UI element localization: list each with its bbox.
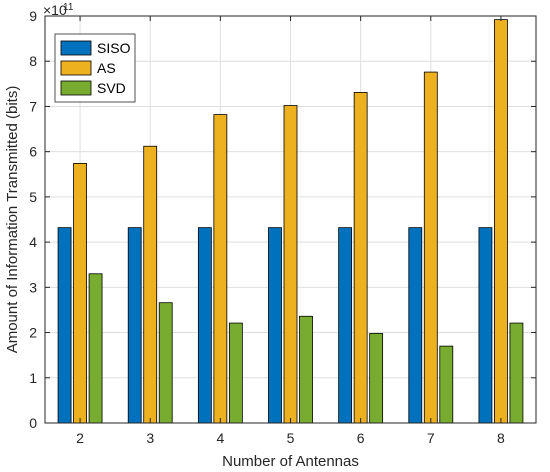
- legend-label-as: AS: [97, 60, 116, 76]
- bar-siso-6: [338, 227, 353, 424]
- bar-siso-7: [408, 227, 423, 424]
- bar-svd-2: [88, 273, 103, 424]
- y-tick-label: 9: [29, 8, 37, 24]
- x-axis-label: Number of Antennas: [222, 453, 359, 470]
- bar-as-8: [494, 19, 508, 424]
- bar-as-2: [73, 163, 87, 424]
- y-axis-exponent-base: ×10: [43, 2, 67, 18]
- legend: SISO AS SVD: [54, 33, 136, 103]
- bar-as-4: [213, 114, 228, 424]
- bar-as-5: [283, 105, 298, 424]
- y-axis-exponent-power: 11: [63, 2, 74, 13]
- bar-svd-5: [299, 315, 313, 424]
- bar-as-6: [353, 92, 368, 424]
- y-tick-label: 3: [29, 279, 37, 295]
- bar-siso-3: [127, 227, 142, 424]
- y-tick-label: 4: [29, 234, 37, 250]
- bar-svd-8: [509, 322, 524, 424]
- x-tick-label: 2: [76, 430, 84, 446]
- legend-swatch-siso: [60, 40, 92, 56]
- y-tick-label: 8: [29, 53, 37, 69]
- bar-svd-6: [369, 333, 384, 424]
- bar-svd-3: [158, 302, 173, 424]
- y-tick-label: 5: [29, 189, 37, 205]
- x-tick-label: 3: [146, 430, 154, 446]
- bar-siso-8: [478, 227, 493, 424]
- legend-swatch-as: [60, 60, 92, 76]
- y-tick-label: 7: [29, 98, 37, 114]
- x-tick-label: 8: [497, 430, 505, 446]
- y-tick-label: 6: [29, 144, 37, 160]
- y-tick-label: 0: [29, 415, 37, 431]
- y-axis-label: Amount of Information Transmitted (bits): [4, 86, 21, 354]
- x-tick-label: 6: [357, 430, 365, 446]
- legend-swatch-svd: [60, 80, 92, 96]
- bar-svd-4: [228, 322, 243, 424]
- bar-siso-4: [197, 227, 212, 424]
- bar-as-7: [423, 71, 438, 424]
- x-tick-label: 4: [216, 430, 224, 446]
- axis-ticks: 0 1 2 3 4 5 6 7 8 9 2 3 4 5 6 7 8: [29, 8, 536, 446]
- legend-label-svd: SVD: [97, 80, 126, 96]
- legend-label-siso: SISO: [97, 40, 131, 56]
- y-tick-label: 2: [29, 325, 37, 341]
- y-tick-label: 1: [29, 370, 37, 386]
- bar-siso-5: [268, 227, 282, 424]
- bar-svd-7: [439, 345, 454, 424]
- bar-as-3: [143, 145, 158, 424]
- x-tick-label: 5: [287, 430, 295, 446]
- x-tick-label: 7: [427, 430, 435, 446]
- bar-siso-2: [57, 227, 72, 424]
